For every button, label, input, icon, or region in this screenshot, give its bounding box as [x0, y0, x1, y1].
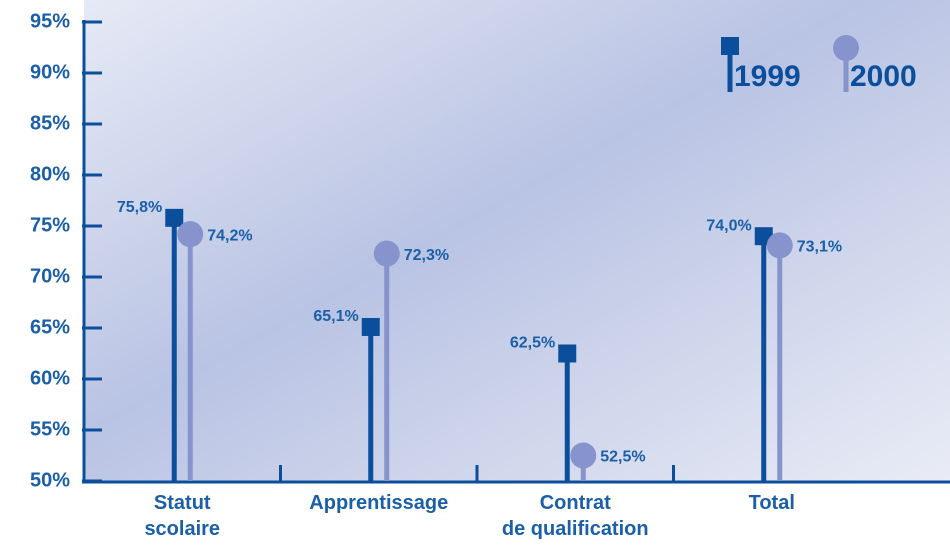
marker-circle: [177, 221, 204, 248]
legend-square: [721, 37, 739, 55]
marker-square: [361, 317, 380, 336]
value-label: 65,1%: [313, 308, 358, 325]
marker-square: [558, 344, 577, 363]
marker-square: [165, 208, 184, 227]
y-tick-label: 95%: [30, 10, 70, 32]
legend-label: 2000: [850, 60, 917, 93]
y-tick-label: 75%: [30, 214, 70, 236]
legend-circle: [833, 35, 859, 61]
x-tick-label: Contrat de qualification: [501, 492, 649, 540]
x-tick-label: Total: [748, 492, 795, 514]
y-tick-label: 65%: [30, 316, 70, 338]
x-tick-label: Statut scolaire: [144, 492, 221, 540]
marker-circle: [373, 240, 400, 267]
marker-circle: [766, 232, 793, 259]
value-label: 62,5%: [510, 335, 555, 352]
y-tick-label: 55%: [30, 418, 70, 440]
value-label: 72,3%: [404, 247, 449, 264]
value-label: 52,5%: [600, 449, 645, 466]
y-tick-label: 50%: [30, 469, 70, 491]
value-label: 74,2%: [207, 227, 252, 244]
legend-label: 1999: [734, 60, 801, 93]
x-tick-label: Apprentissage: [309, 492, 449, 514]
value-label: 73,1%: [797, 239, 842, 256]
y-tick-label: 70%: [30, 265, 70, 287]
y-tick-label: 60%: [30, 367, 70, 389]
background-photo: [84, 0, 950, 482]
value-label: 75,8%: [117, 199, 162, 216]
y-tick-label: 85%: [30, 112, 70, 134]
y-tick-label: 80%: [30, 163, 70, 185]
marker-circle: [570, 442, 597, 469]
y-tick-label: 90%: [30, 61, 70, 83]
value-label: 74,0%: [706, 217, 751, 234]
